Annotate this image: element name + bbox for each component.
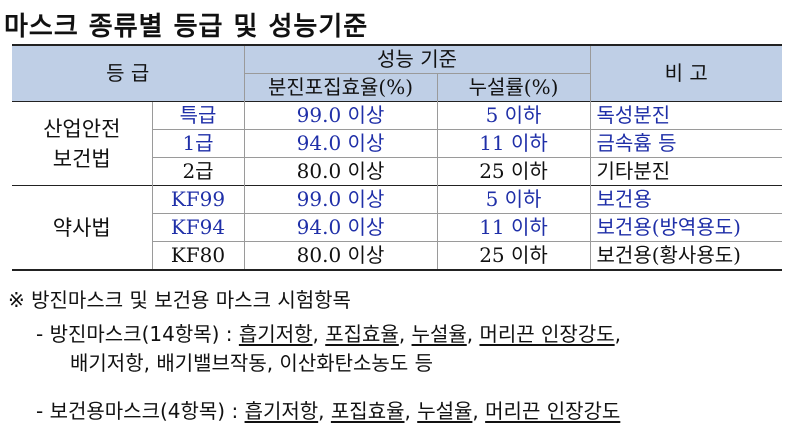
group-name-line: 약사법 (52, 215, 111, 240)
cell-filter-efficiency: 94.0 이상 (243, 129, 438, 158)
health-mask-items: 흡기저항, 포집효율, 누설율, 머리끈 인장강도 (244, 399, 621, 423)
cell-filter-efficiency: 99.0 이상 (243, 101, 438, 130)
cell-grade: KF94 (151, 213, 245, 242)
cell-filter-efficiency: 94.0 이상 (243, 213, 438, 242)
notes-heading: ※ 방진마스크 및 보건용 마스크 시험항목 (8, 288, 351, 312)
cell-leak-rate: 5 이하 (436, 101, 591, 130)
header-remark: 비 고 (589, 44, 783, 102)
cell-remark: 보건용(황사용도) (589, 241, 783, 271)
table-row: 2급 80.0 이상 25 이하 기타분진 (12, 157, 783, 186)
test-item: 누설율 (417, 399, 473, 423)
test-item: 머리끈 인장강도 (485, 399, 621, 423)
test-item: 누설율 (411, 322, 467, 346)
cell-filter-efficiency: 80.0 이상 (243, 241, 438, 271)
dust-mask-line1: - 방진마스크(14항목) : 흡기저항, 포집효율, 누설율, 머리끈 인장강… (36, 318, 621, 347)
dust-mask-items: 흡기저항, 포집효율, 누설율, 머리끈 인장강도, (238, 322, 621, 346)
table-row: KF80 80.0 이상 25 이하 보건용(황사용도) (12, 241, 783, 271)
page-title: 마스크 종류별 등급 및 성능기준 (4, 12, 369, 42)
group-name-line: 보건법 (52, 146, 111, 171)
header-leak-rate: 누설률(%) (436, 73, 591, 102)
cell-filter-efficiency: 99.0 이상 (243, 185, 438, 214)
cell-remark: 보건용 (589, 185, 783, 214)
cell-grade: 2급 (151, 157, 245, 186)
group-law-name: 약사법 (12, 185, 152, 271)
cell-remark: 기타분진 (589, 157, 783, 186)
dust-mask-prefix: - 방진마스크(14항목) : (36, 322, 233, 346)
test-item: 포집효율 (330, 399, 405, 423)
table-row: 1급 94.0 이상 11 이하 금속흄 등 (12, 129, 783, 158)
cell-leak-rate: 11 이하 (436, 129, 591, 158)
cell-remark: 금속흄 등 (589, 129, 783, 158)
cell-remark: 보건용(방역용도) (589, 213, 783, 242)
test-item: 흡기저항 (238, 322, 313, 346)
cell-filter-efficiency: 80.0 이상 (243, 157, 438, 186)
cell-grade: KF99 (151, 185, 245, 214)
table-row: KF94 94.0 이상 11 이하 보건용(방역용도) (12, 213, 783, 242)
health-mask-prefix: - 보건용마스크(4항목) : (36, 399, 239, 423)
header-grade: 등 급 (12, 44, 245, 102)
header-filter-efficiency: 분진포집효율(%) (243, 73, 438, 102)
cell-leak-rate: 25 이하 (436, 157, 591, 186)
health-mask-line: - 보건용마스크(4항목) : 흡기저항, 포집효율, 누설율, 머리끈 인장강… (36, 395, 620, 424)
cell-grade: 1급 (151, 129, 245, 158)
cell-grade: KF80 (151, 241, 245, 271)
test-item: 머리끈 인장강도 (479, 322, 615, 346)
group-name-line: 산업안전 (43, 116, 121, 141)
table-row: 산업안전 보건법 특급 99.0 이상 5 이하 독성분진 (12, 101, 783, 186)
mask-grade-table: 등 급 성능 기준 비 고 분진포집효율(%) 누설률(%) 산업안전 보건법 특급… (12, 44, 783, 271)
cell-remark: 독성분진 (589, 101, 783, 130)
header-performance: 성능 기준 (243, 44, 591, 74)
cell-grade: 특급 (151, 101, 245, 130)
cell-leak-rate: 5 이하 (436, 185, 591, 214)
dust-mask-line2: 배기저항, 배기밸브작동, 이산화탄소농도 등 (70, 351, 433, 375)
test-item: 포집효율 (325, 322, 399, 346)
cell-leak-rate: 11 이하 (436, 213, 591, 242)
test-item: 흡기저항 (244, 399, 319, 423)
cell-leak-rate: 25 이하 (436, 241, 591, 271)
table-row: 약사법 KF99 99.0 이상 5 이하 보건용 (12, 185, 783, 271)
